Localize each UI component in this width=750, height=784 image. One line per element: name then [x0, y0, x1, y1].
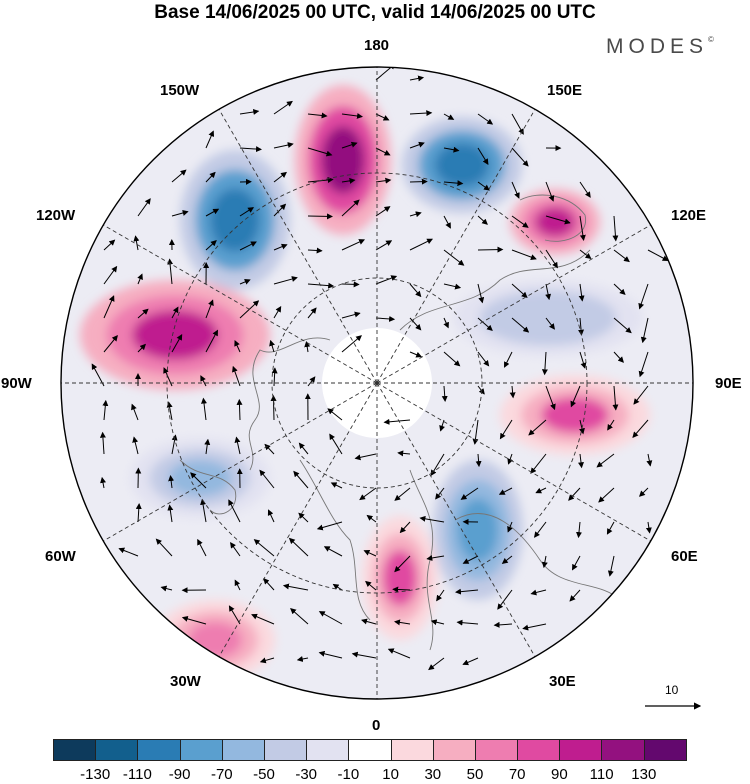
colorbar-swatch [222, 739, 265, 761]
colorbar-tick-label: -30 [295, 766, 317, 783]
lon-label-150w: 150W [160, 82, 199, 99]
colorbar-swatch [391, 739, 434, 761]
lon-label-120e: 120E [671, 207, 706, 224]
meridians [57, 63, 697, 703]
wind-arrow [342, 284, 359, 285]
anomaly-positive [383, 550, 417, 606]
colorbar-tick-label: 30 [424, 766, 441, 783]
wind-arrow [478, 250, 502, 251]
reference-vector-value: 10 [665, 683, 678, 697]
lon-label-60e: 60E [671, 548, 698, 565]
lon-label-30w: 30W [170, 673, 201, 690]
wind-arrow [308, 216, 332, 217]
lon-label-150e: 150E [547, 82, 582, 99]
wind-arrow [239, 400, 240, 420]
anomaly-positive [132, 310, 218, 360]
wind-arrow [410, 182, 427, 183]
colorbar-tick-label: 10 [382, 766, 399, 783]
colorbar-swatch [644, 739, 687, 761]
colorbar-swatch [517, 739, 560, 761]
anomaly-negative [435, 143, 489, 186]
lon-label-90e: 90E [715, 375, 742, 392]
lon-label-60w: 60W [45, 548, 76, 565]
anomaly-positive [321, 126, 364, 194]
colorbar-swatch [601, 739, 644, 761]
colorbar-swatch [53, 739, 96, 761]
colorbar-swatch [306, 739, 349, 761]
colorbar-tick-label: -70 [211, 766, 233, 783]
wind-arrow [273, 396, 274, 420]
colorbar-tick-label: 50 [467, 766, 484, 783]
lon-label-180: 180 [364, 37, 389, 54]
colorbar-tick-label: 110 [590, 766, 614, 783]
colorbar-swatch [264, 739, 307, 761]
colorbar-tick-label: 130 [631, 766, 656, 783]
colorbar-tick-label: 90 [551, 766, 568, 783]
lon-label-30e: 30E [549, 673, 576, 690]
wind-arrow [393, 589, 410, 590]
colorbar-tick-labels: -130 -110 -90 -70 -50 -30 -10 10 30 50 70 90 110 130 [0, 766, 750, 784]
colorbar [53, 739, 686, 761]
colorbar-swatch [180, 739, 223, 761]
anomaly-negative [169, 460, 232, 496]
colorbar-swatch [433, 739, 476, 761]
anomaly-negative [458, 499, 499, 562]
polar-map [0, 0, 750, 735]
anomaly-positive [535, 207, 576, 237]
colorbar-swatch [137, 739, 180, 761]
colorbar-tick-label: -10 [338, 766, 360, 783]
anomaly-negative [505, 301, 591, 335]
lon-label-0: 0 [372, 717, 380, 734]
colorbar-swatch [348, 739, 391, 761]
lon-label-90w: 90W [1, 375, 32, 392]
colorbar-tick-label: -110 [123, 766, 152, 783]
lon-label-120w: 120W [36, 207, 75, 224]
colorbar-swatch [559, 739, 602, 761]
anomaly-positive [541, 397, 609, 433]
colorbar-tick-label: 70 [509, 766, 526, 783]
colorbar-swatch [475, 739, 518, 761]
anomaly-positive [188, 622, 242, 658]
anomaly-negative [210, 189, 260, 252]
colorbar-swatch [95, 739, 138, 761]
colorbar-tick-label: -90 [169, 766, 191, 783]
colorbar-tick-label: -50 [253, 766, 275, 783]
colorbar-tick-label: -130 [80, 766, 110, 783]
